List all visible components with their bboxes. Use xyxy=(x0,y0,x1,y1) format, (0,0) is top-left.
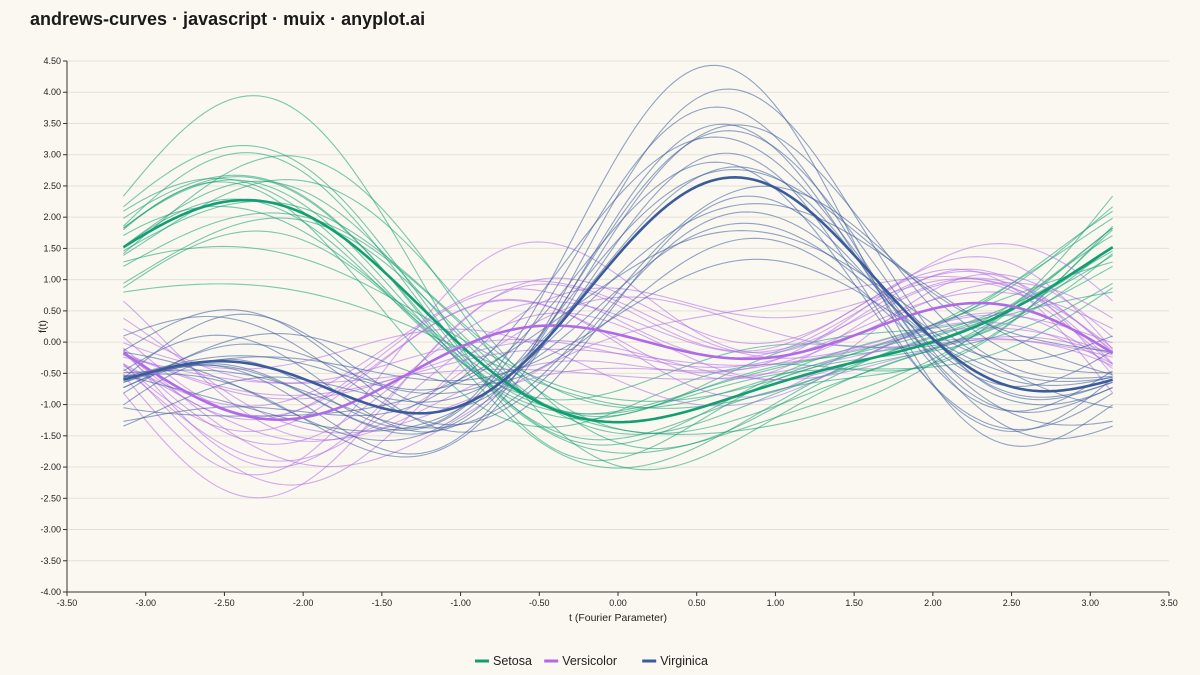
versicolor-curve xyxy=(123,296,1113,442)
x-tick-label: 1.00 xyxy=(767,598,785,608)
setosa-curve xyxy=(123,180,1113,418)
y-tick-label: -1.50 xyxy=(40,431,61,441)
x-tick-label: -2.50 xyxy=(214,598,235,608)
axes-layer: -4.00-3.50-3.00-2.50-2.00-1.50-1.00-0.50… xyxy=(37,56,1178,624)
setosa-curve xyxy=(123,198,1113,401)
y-tick-label: -3.50 xyxy=(40,556,61,566)
virginica-curve xyxy=(123,222,1113,395)
y-axis-label: f(t) xyxy=(37,320,49,333)
virginica-curve xyxy=(123,195,1113,433)
legend-item-setosa[interactable]: Setosa xyxy=(475,654,532,668)
virginica-curve xyxy=(123,124,1113,458)
y-tick-label: 2.50 xyxy=(43,181,61,191)
y-tick-label: -3.00 xyxy=(40,525,61,535)
y-tick-label: 4.00 xyxy=(43,87,61,97)
virginica-curve xyxy=(123,237,1113,406)
virginica-curve xyxy=(123,211,1113,426)
y-tick-label: 3.50 xyxy=(43,118,61,128)
virginica-curve xyxy=(123,161,1113,431)
x-tick-label: -1.50 xyxy=(372,598,393,608)
y-tick-label: 1.00 xyxy=(43,275,61,285)
virginica-curve xyxy=(123,123,1113,433)
x-tick-label: 2.00 xyxy=(924,598,942,608)
setosa-curve xyxy=(123,200,1113,409)
setosa-curve xyxy=(123,179,1113,450)
x-tick-label: -2.00 xyxy=(293,598,314,608)
versicolor-curve xyxy=(123,277,1113,486)
versicolor-curve xyxy=(123,291,1113,384)
y-tick-label: -4.00 xyxy=(40,587,61,597)
y-tick-label: 1.50 xyxy=(43,243,61,253)
versicolor-curve xyxy=(123,273,1113,417)
versicolor-curve xyxy=(123,243,1113,441)
virginica-curve xyxy=(123,130,1113,435)
x-tick-label: 3.50 xyxy=(1160,598,1178,608)
virginica-curve xyxy=(123,230,1113,417)
x-tick-label: 0.50 xyxy=(688,598,706,608)
mean-curves-layer xyxy=(122,176,1114,424)
x-tick-label: 0.00 xyxy=(609,598,627,608)
chart-title: andrews-curves · javascript · muix · any… xyxy=(30,9,426,29)
setosa-curve xyxy=(123,230,1113,415)
y-tick-label: 3.00 xyxy=(43,150,61,160)
x-tick-label: 2.50 xyxy=(1003,598,1021,608)
x-axis-label: t (Fourier Parameter) xyxy=(569,612,667,624)
legend-label: Setosa xyxy=(493,654,532,668)
legend-label: Versicolor xyxy=(562,654,617,668)
virginica-mean-curve xyxy=(123,176,1113,415)
x-tick-label: -0.50 xyxy=(529,598,550,608)
x-tick-label: -1.00 xyxy=(450,598,471,608)
virginica-curve xyxy=(123,152,1113,433)
virginica-curve xyxy=(123,169,1113,442)
curves-layer xyxy=(122,64,1114,499)
setosa-curve xyxy=(123,145,1113,446)
y-tick-label: -0.50 xyxy=(40,368,61,378)
virginica-curve xyxy=(123,185,1113,429)
versicolor-curve xyxy=(123,336,1113,400)
versicolor-curve xyxy=(123,312,1113,462)
x-tick-label: -3.00 xyxy=(135,598,156,608)
virginica-curve xyxy=(123,258,1113,383)
setosa-curve xyxy=(123,152,1113,441)
x-tick-label: -3.50 xyxy=(57,598,78,608)
setosa-curve xyxy=(123,283,1113,409)
versicolor-curve xyxy=(123,302,1113,421)
versicolor-curve xyxy=(123,270,1113,421)
legend[interactable]: Setosa Versicolor Virginica xyxy=(475,654,708,668)
x-tick-label: 1.50 xyxy=(845,598,863,608)
setosa-curve xyxy=(123,174,1113,469)
virginica-curve xyxy=(123,64,1113,447)
y-tick-label: -1.00 xyxy=(40,400,61,410)
legend-item-virginica[interactable]: Virginica xyxy=(642,654,708,668)
versicolor-curve xyxy=(122,268,1114,499)
setosa-mean-curve xyxy=(122,198,1114,424)
setosa-curve xyxy=(123,217,1113,435)
versicolor-curve xyxy=(123,314,1113,407)
versicolor-mean-curve xyxy=(122,301,1114,421)
y-tick-label: -2.50 xyxy=(40,493,61,503)
y-tick-label: -2.00 xyxy=(40,462,61,472)
setosa-curve xyxy=(123,181,1113,428)
legend-item-versicolor[interactable]: Versicolor xyxy=(544,654,617,668)
y-tick-label: 4.50 xyxy=(43,56,61,66)
y-tick-label: 0.50 xyxy=(43,306,61,316)
grid-layer xyxy=(67,60,1169,562)
legend-label: Virginica xyxy=(660,654,708,668)
virginica-curve xyxy=(123,166,1113,440)
y-tick-label: 0.00 xyxy=(43,337,61,347)
y-tick-label: 2.00 xyxy=(43,212,61,222)
x-tick-label: 3.00 xyxy=(1082,598,1100,608)
